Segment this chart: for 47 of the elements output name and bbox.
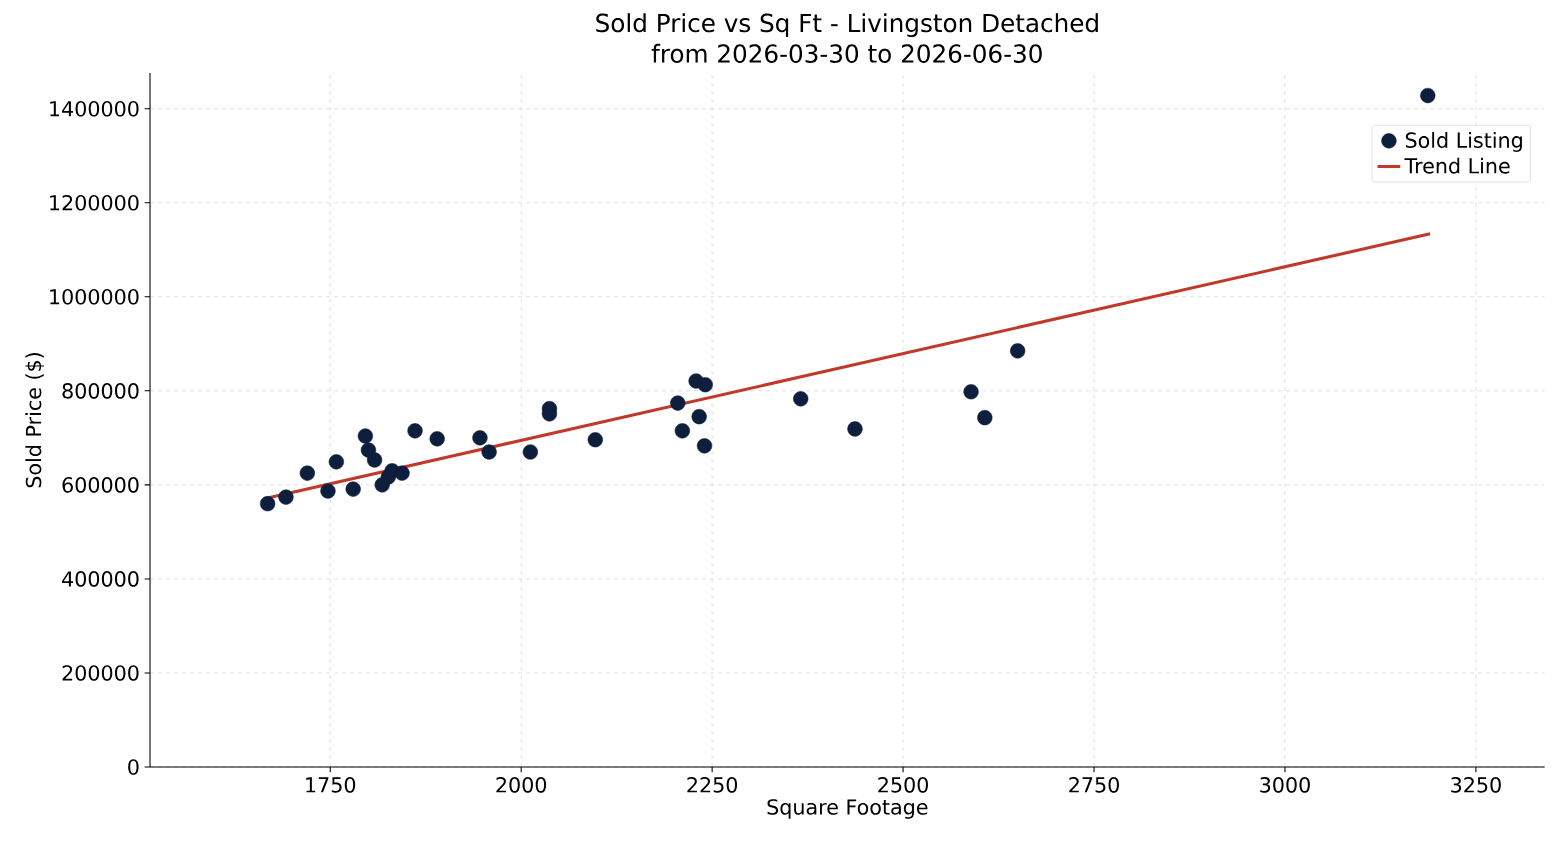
chart-subtitle: from 2026-03-30 to 2026-06-30 [651, 43, 1042, 63]
point [366, 452, 383, 468]
point [429, 431, 445, 447]
point [357, 428, 373, 444]
point [587, 432, 603, 448]
point [691, 409, 707, 425]
y-tick-label: 0 [128, 759, 139, 775]
y-tick-label: 1400000 [50, 100, 139, 117]
legend-label: Trend Line [1404, 157, 1510, 174]
x-tick-label: 2000 [496, 777, 547, 793]
y-axis-title: Sold Price ($) [25, 353, 45, 488]
legend-label: Sold Listing [1405, 131, 1522, 152]
x-tick-label: 2500 [878, 777, 928, 793]
x-tick-label: 3000 [1260, 777, 1310, 793]
y-tick-label: 1000000 [50, 288, 139, 305]
point [345, 481, 361, 497]
chart-title: Sold Price vs Sq Ft - Livingston Detached [596, 13, 1098, 38]
point [1010, 343, 1026, 359]
point [963, 384, 979, 400]
point [299, 465, 315, 481]
y-tick-label: 800000 [62, 383, 139, 399]
point [472, 430, 488, 446]
point [328, 454, 344, 470]
point [793, 391, 809, 407]
y-tick-label: 600000 [62, 477, 139, 493]
point [977, 410, 993, 426]
x-tick-label: 2750 [1069, 777, 1119, 793]
point [670, 395, 686, 411]
point [674, 423, 690, 439]
point [522, 444, 538, 460]
point [278, 489, 294, 505]
point [260, 496, 276, 512]
x-axis-title: Square Footage [767, 799, 928, 819]
point [697, 377, 713, 393]
x-tick-label: 2250 [687, 777, 738, 793]
x-tick-label: 1750 [306, 777, 356, 793]
point [696, 438, 713, 454]
x-tick-label: 3250 [1451, 777, 1501, 793]
point [320, 483, 336, 499]
point [481, 444, 497, 460]
y-tick-label: 1200000 [50, 194, 139, 211]
point [394, 465, 410, 481]
point [1420, 87, 1436, 104]
y-tick-label: 200000 [62, 665, 139, 681]
y-tick-label: 400000 [62, 571, 139, 587]
point [847, 421, 863, 437]
point [407, 423, 423, 439]
